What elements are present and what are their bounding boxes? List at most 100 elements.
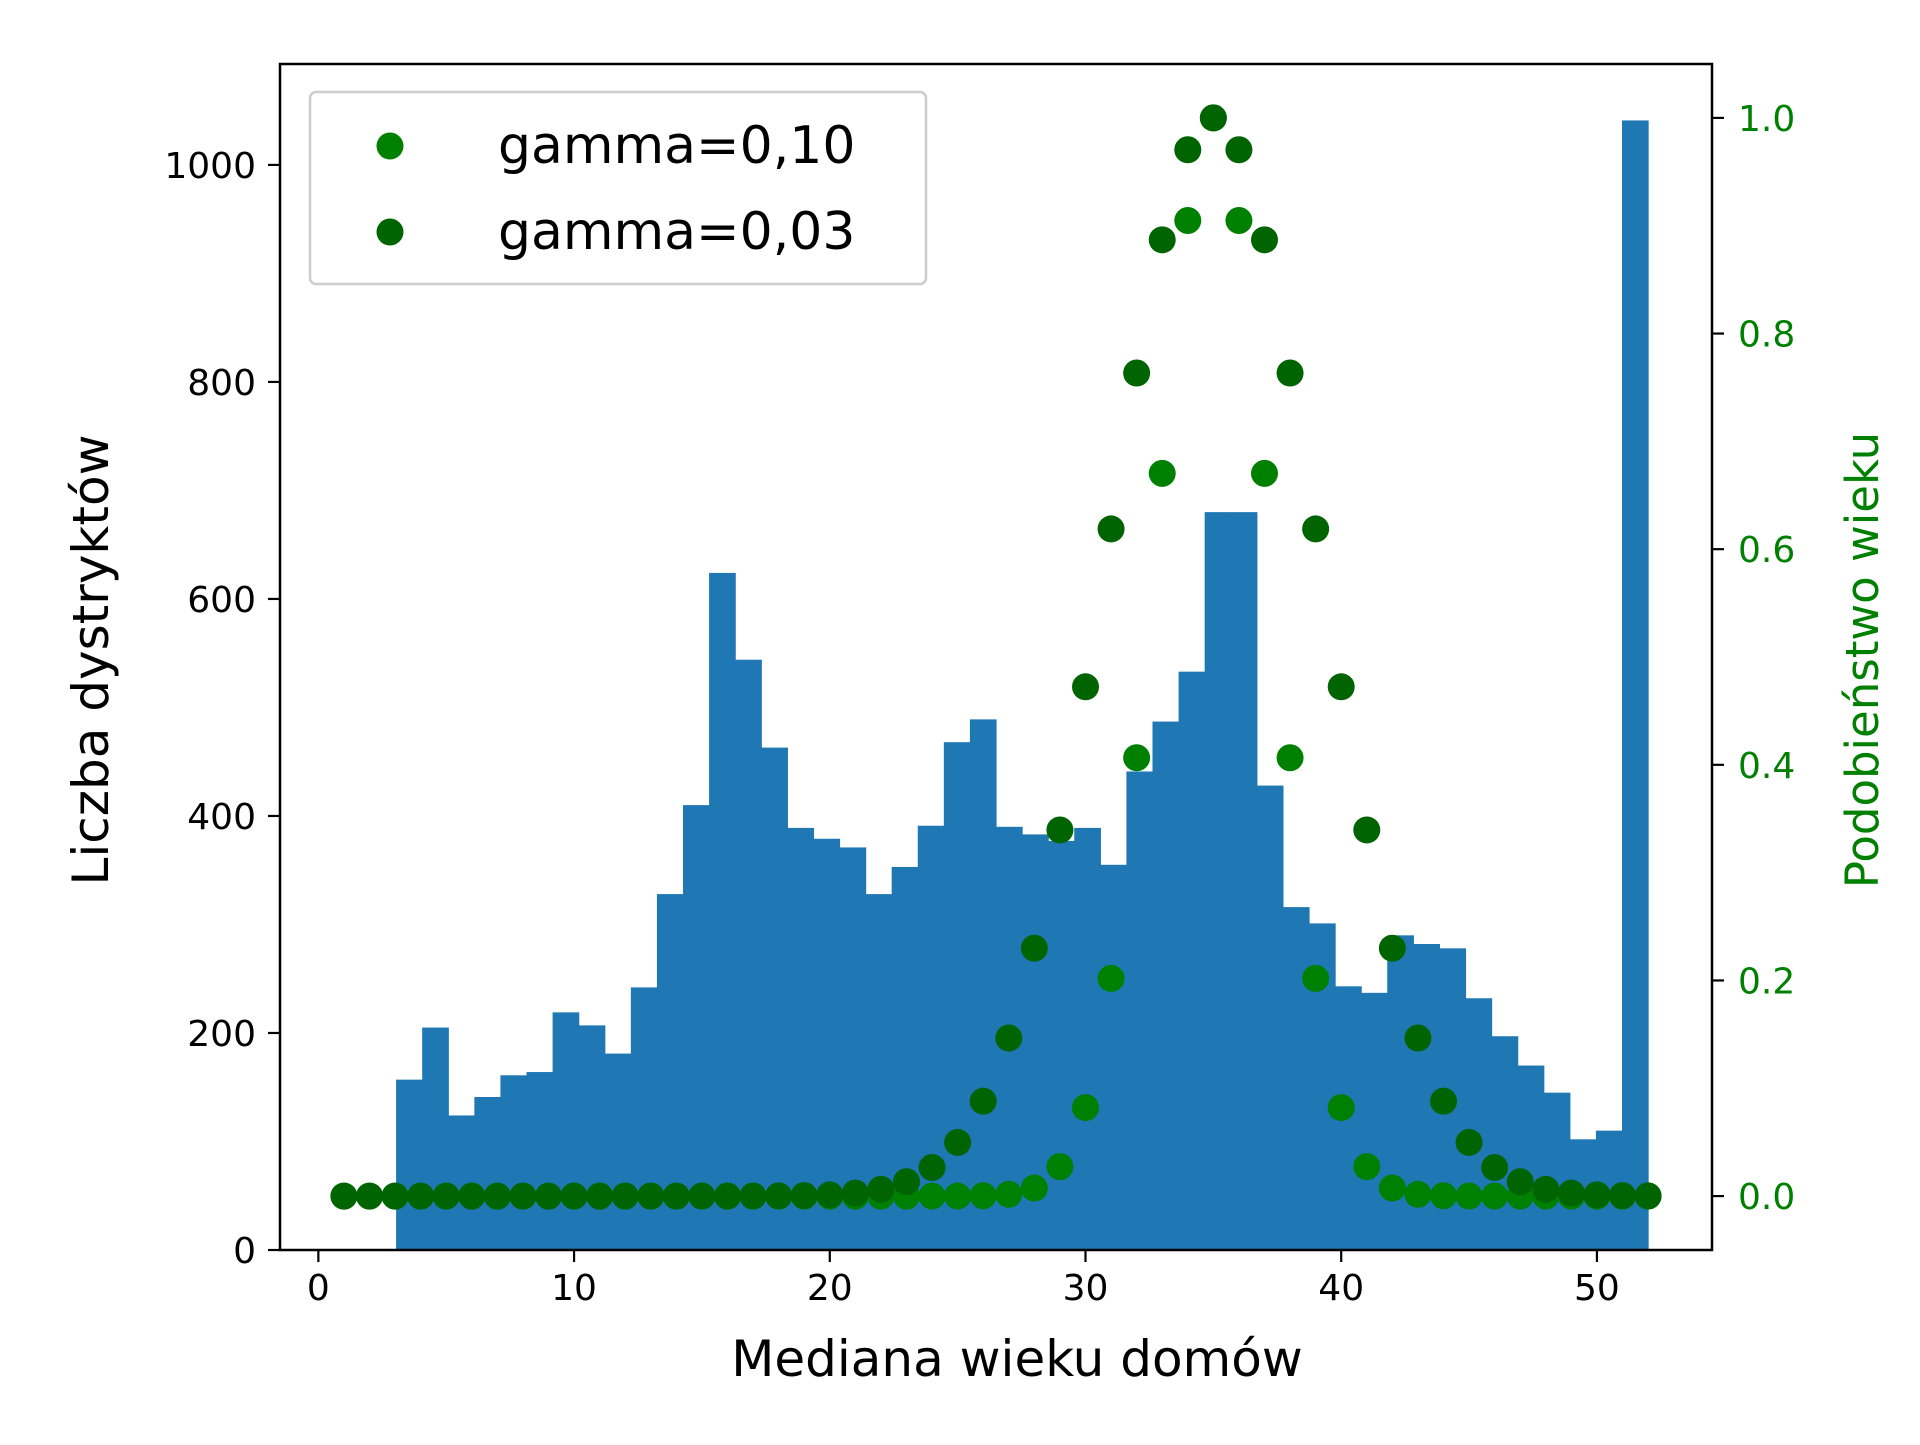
histogram-bar (1465, 998, 1493, 1250)
scatter-point (432, 1182, 460, 1210)
x-tick-label: 10 (551, 1268, 597, 1309)
scatter-point (1276, 359, 1304, 387)
scatter-point (458, 1182, 486, 1210)
histogram-bar (1126, 771, 1154, 1250)
x-axis-label: Mediana wieku domów (731, 1330, 1302, 1388)
legend-label: gamma=0,10 (498, 116, 855, 176)
y-tick-label: 400 (187, 797, 256, 838)
histogram-bar (1152, 721, 1180, 1250)
scatter-point (1174, 136, 1202, 164)
histogram-bars (396, 120, 1649, 1250)
y2-tick-label: 0.6 (1738, 530, 1795, 571)
histogram-bar (474, 1097, 502, 1250)
scatter-point (637, 1182, 665, 1210)
y2-tick-label: 1.0 (1738, 99, 1795, 140)
scatter-point (1148, 459, 1176, 487)
histogram-bar (1204, 512, 1232, 1250)
scatter-point (1634, 1182, 1662, 1210)
scatter-point (944, 1128, 972, 1156)
scatter-point (995, 1180, 1023, 1208)
histogram-bar (552, 1012, 580, 1250)
histogram-bar (787, 827, 815, 1250)
y-tick-label: 800 (187, 363, 256, 404)
histogram-bar (943, 742, 971, 1250)
scatter-point (969, 1087, 997, 1115)
histogram-bar (709, 572, 736, 1250)
scatter-point (1097, 964, 1125, 992)
scatter-point (841, 1179, 869, 1207)
scatter-point (1327, 1094, 1355, 1122)
histogram-bar (683, 805, 710, 1250)
scatter-point (483, 1182, 511, 1210)
histogram-bar (1491, 1036, 1519, 1250)
histogram-bar (578, 1025, 606, 1250)
scatter-points (330, 104, 1662, 1210)
scatter-point (1532, 1175, 1560, 1203)
legend-marker (376, 218, 404, 246)
scatter-point (611, 1182, 639, 1210)
histogram-bar (1543, 1092, 1571, 1250)
scatter-point (739, 1182, 767, 1210)
histogram-bar (1361, 992, 1388, 1250)
scatter-point (1199, 104, 1227, 132)
scatter-point (1430, 1087, 1457, 1115)
histogram-bar (604, 1053, 632, 1250)
scatter-point (1046, 816, 1074, 844)
scatter-point (1097, 515, 1125, 543)
scatter-point (1481, 1182, 1509, 1210)
x-tick-label: 40 (1318, 1268, 1364, 1309)
scatter-point (662, 1182, 690, 1210)
y-tick-label: 200 (187, 1014, 256, 1055)
scatter-point (1430, 1182, 1457, 1210)
histogram-bar (1178, 671, 1206, 1250)
scatter-point (1225, 207, 1253, 235)
histogram-bar (1282, 907, 1310, 1250)
scatter-point (586, 1182, 614, 1210)
y2-tick-label: 0.4 (1738, 746, 1795, 787)
scatter-point (1557, 1179, 1585, 1207)
scatter-point (816, 1181, 844, 1209)
histogram-bar (1048, 840, 1075, 1250)
legend: gamma=0,10 gamma=0,03 (308, 90, 928, 286)
y2-axis-label: Podobieństwo wieku (1836, 432, 1889, 888)
scatter-point (509, 1182, 537, 1210)
scatter-point (1123, 359, 1151, 387)
scatter-point (1046, 1153, 1074, 1181)
scatter-point (1327, 673, 1355, 701)
scatter-point (1609, 1182, 1636, 1210)
histogram-bar (1074, 827, 1101, 1250)
scatter-point (560, 1182, 588, 1210)
scatter-point (407, 1182, 435, 1210)
histogram-bar (1256, 785, 1284, 1250)
scatter-point (1506, 1168, 1534, 1196)
scatter-point (1583, 1181, 1611, 1209)
histogram-bar (1517, 1065, 1545, 1250)
scatter-point (765, 1182, 793, 1210)
histogram-bar (1100, 864, 1128, 1250)
histogram-bar (1621, 120, 1649, 1250)
y2-tick-label: 0.8 (1738, 315, 1795, 356)
histogram-bar (630, 987, 658, 1250)
y2-tick-label: 0.2 (1738, 961, 1795, 1002)
scatter-point (893, 1168, 920, 1196)
histogram-bar (969, 719, 997, 1250)
scatter-point (1148, 226, 1176, 254)
scatter-point (1455, 1182, 1483, 1210)
scatter-point (1123, 744, 1151, 772)
scatter-point (790, 1182, 818, 1210)
scatter-point (918, 1182, 946, 1210)
scatter-point (1302, 964, 1330, 992)
y-tick-label: 600 (187, 580, 256, 621)
x-tick-label: 30 (1063, 1268, 1109, 1309)
scatter-point (381, 1182, 409, 1210)
scatter-point (356, 1182, 383, 1210)
y-tick-label: 1000 (164, 146, 256, 187)
x-tick-label: 0 (307, 1268, 330, 1309)
scatter-point (1302, 515, 1330, 543)
scatter-point (1481, 1154, 1509, 1182)
y-tick-label: 0 (233, 1231, 256, 1272)
legend-marker (376, 132, 404, 160)
scatter-point (1020, 934, 1048, 962)
scatter-point (1353, 816, 1381, 844)
